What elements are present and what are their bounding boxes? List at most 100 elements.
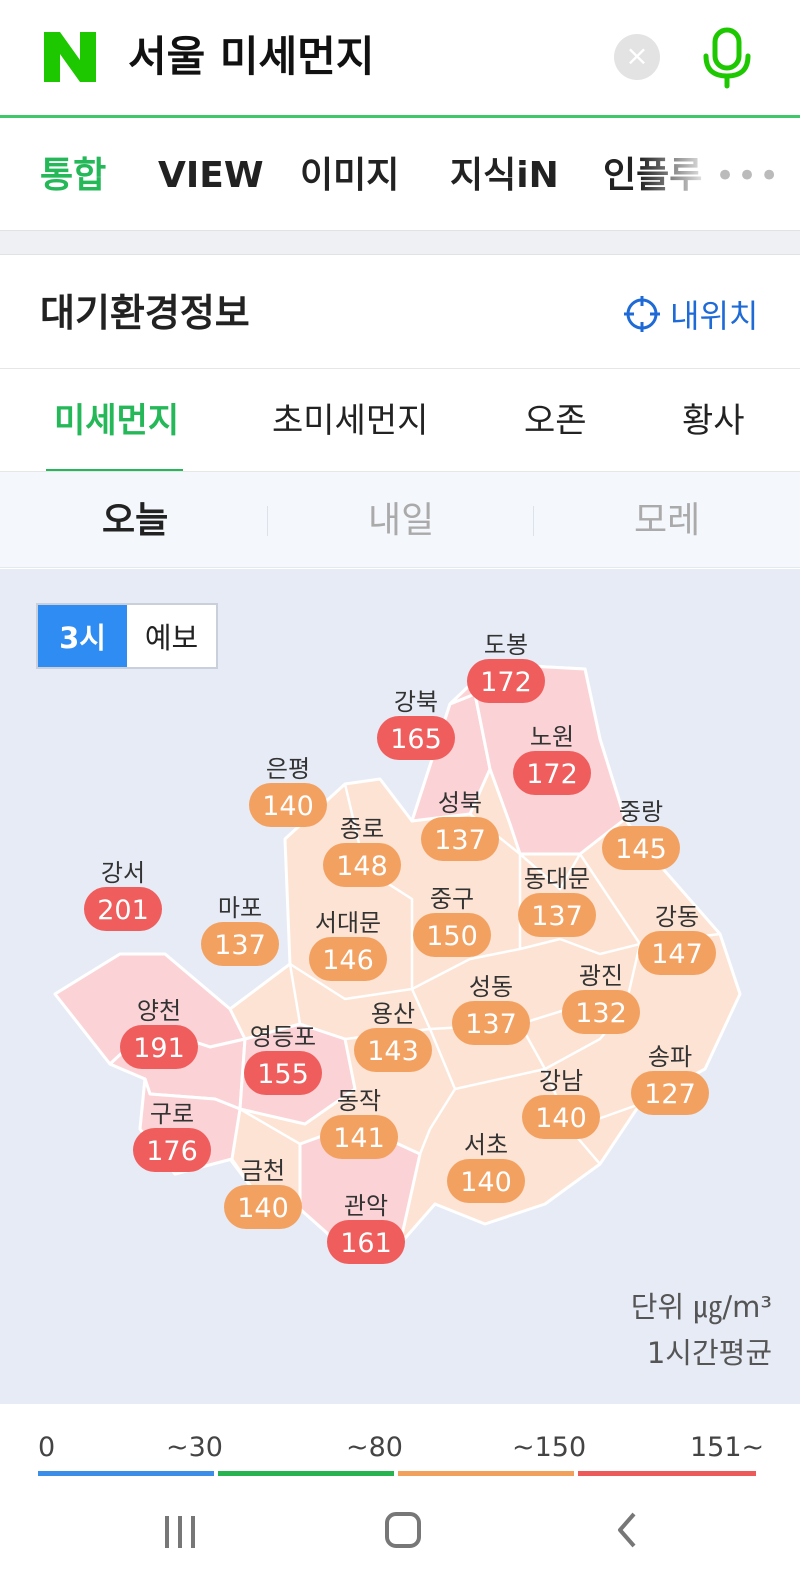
toggle-forecast[interactable]: 예보 [144, 621, 199, 655]
district-marker[interactable]: 금천 140 [224, 1157, 302, 1229]
tab-knowledge-in[interactable]: 지식iN [450, 155, 559, 196]
card-title: 대기환경정보 [40, 291, 250, 335]
district-value-badge [323, 843, 401, 887]
district-marker[interactable]: 노원 172 [513, 723, 591, 795]
district-value: 146 [322, 945, 374, 976]
district-marker[interactable]: 구로 176 [133, 1100, 211, 1172]
my-location-button[interactable]: 내위치 [624, 292, 758, 336]
legend-label-30: ~30 [166, 1432, 223, 1463]
my-location-label: 내위치 [670, 297, 759, 335]
district-name: 성북 [438, 789, 482, 817]
district-marker[interactable]: 종로 148 [323, 815, 401, 887]
average-label: 1시간평균 [646, 1336, 772, 1370]
tab-view[interactable]: VIEW [158, 155, 264, 196]
district-value-badge [413, 913, 491, 957]
divider [0, 471, 800, 472]
district-value: 161 [340, 1228, 392, 1259]
tab-today[interactable]: 오늘 [102, 500, 169, 541]
tab-yellow-dust[interactable]: 황사 [682, 401, 745, 441]
crosshair-icon [624, 296, 660, 332]
district-marker[interactable]: 성동 137 [452, 973, 530, 1045]
legend: 0 ~30 ~80 ~150 151~ [0, 1404, 800, 1484]
seoul-dust-map: 도봉 172 강북 165 노원 172 은평 140 성북 137 종로 148 중랑 145 강서 201… [0, 569, 800, 1404]
district-marker[interactable]: 강남 140 [522, 1067, 600, 1139]
district-name: 도봉 [484, 631, 528, 659]
district-marker[interactable]: 용산 143 [354, 1000, 432, 1072]
tab-day-after-tomorrow[interactable]: 모레 [634, 500, 701, 541]
district-marker[interactable]: 서초 140 [447, 1131, 525, 1203]
district-marker[interactable]: 동작 141 [320, 1087, 398, 1159]
legend-bar-good [38, 1471, 214, 1476]
district-value: 150 [426, 921, 478, 952]
microphone-icon[interactable] [700, 26, 754, 90]
search-tabs: 통합 VIEW 이미지 지식iN 인플루 ••• [0, 121, 800, 231]
district-name: 관악 [344, 1192, 388, 1220]
district-marker[interactable]: 성북 137 [421, 789, 499, 861]
district-value: 137 [465, 1009, 517, 1040]
legend-bar-very-bad [578, 1471, 756, 1476]
district-name: 강남 [539, 1067, 583, 1095]
district-marker[interactable]: 강동 147 [638, 903, 716, 975]
district-marker[interactable]: 중구 150 [413, 885, 491, 957]
district-marker[interactable]: 마포 137 [201, 894, 279, 966]
search-input[interactable]: 서울 미세먼지 [128, 32, 375, 81]
district-value-badge [309, 937, 387, 981]
district-name: 금천 [241, 1157, 285, 1185]
tab-ultrafine-dust[interactable]: 초미세먼지 [272, 401, 429, 441]
district-value-badge [320, 1115, 398, 1159]
search-bar: 서울 미세먼지 × [0, 0, 800, 118]
district-marker[interactable]: 송파 127 [631, 1043, 709, 1115]
seoul-map: 도봉 172 강북 165 노원 172 은평 140 성북 137 종로 148 중랑 145 강서 201… [53, 631, 742, 1264]
district-marker[interactable]: 강서 201 [84, 859, 162, 931]
district-value-badge [447, 1159, 525, 1203]
district-value: 148 [336, 851, 388, 882]
tab-all[interactable]: 통합 [40, 155, 107, 196]
more-icon[interactable]: ••• [715, 156, 782, 196]
district-value: 201 [97, 895, 149, 926]
district-value: 132 [575, 998, 627, 1029]
district-marker[interactable]: 양천 191 [120, 997, 198, 1069]
legend-bar-normal [218, 1471, 394, 1476]
district-markers: 도봉 172 강북 165 노원 172 은평 140 성북 137 종로 148 중랑 145 강서 201… [84, 631, 716, 1264]
district-marker[interactable]: 은평 140 [249, 755, 327, 827]
district-value-badge [522, 1095, 600, 1139]
district-value: 145 [615, 834, 667, 865]
active-tab-indicator [46, 469, 183, 472]
district-value: 165 [390, 724, 442, 755]
district-name: 서대문 [315, 909, 381, 937]
district-marker[interactable]: 동대문 137 [518, 865, 596, 937]
district-value: 140 [237, 1193, 289, 1224]
district-value-badge [562, 990, 640, 1034]
district-value: 140 [460, 1167, 512, 1198]
tab-fine-dust[interactable]: 미세먼지 [54, 401, 180, 441]
district-marker[interactable]: 서대문 146 [309, 909, 387, 981]
district-marker[interactable]: 영등포 155 [244, 1023, 322, 1095]
home-icon[interactable] [383, 1510, 423, 1550]
back-icon[interactable] [612, 1510, 642, 1550]
district-value-badge [467, 659, 545, 703]
tab-ozone[interactable]: 오존 [524, 401, 587, 441]
district-value: 141 [333, 1123, 385, 1154]
recent-apps-icon[interactable] [160, 1512, 200, 1552]
district-marker[interactable]: 강북 165 [377, 688, 455, 760]
tab-tomorrow[interactable]: 내일 [368, 500, 435, 541]
district-marker[interactable]: 관악 161 [327, 1192, 405, 1264]
district-value-badge [631, 1071, 709, 1115]
section-gap [0, 231, 800, 255]
tab-separator [533, 506, 534, 536]
district-value: 191 [133, 1033, 185, 1064]
district-value-badge [513, 751, 591, 795]
district-name: 노원 [530, 723, 574, 751]
naver-logo[interactable] [42, 30, 98, 84]
clear-search-button[interactable]: × [614, 34, 660, 80]
district-marker[interactable]: 도봉 172 [467, 631, 545, 703]
district-marker[interactable]: 중랑 145 [602, 798, 680, 870]
district-marker[interactable]: 광진 132 [562, 962, 640, 1034]
district-name: 광진 [579, 962, 623, 990]
district-name: 영등포 [250, 1023, 316, 1051]
toggle-3h[interactable]: 3시 [38, 605, 127, 667]
legend-label-150: ~150 [512, 1432, 587, 1463]
legend-bar-bad [398, 1471, 574, 1476]
tab-images[interactable]: 이미지 [300, 155, 400, 196]
tabs-fade [640, 121, 800, 230]
